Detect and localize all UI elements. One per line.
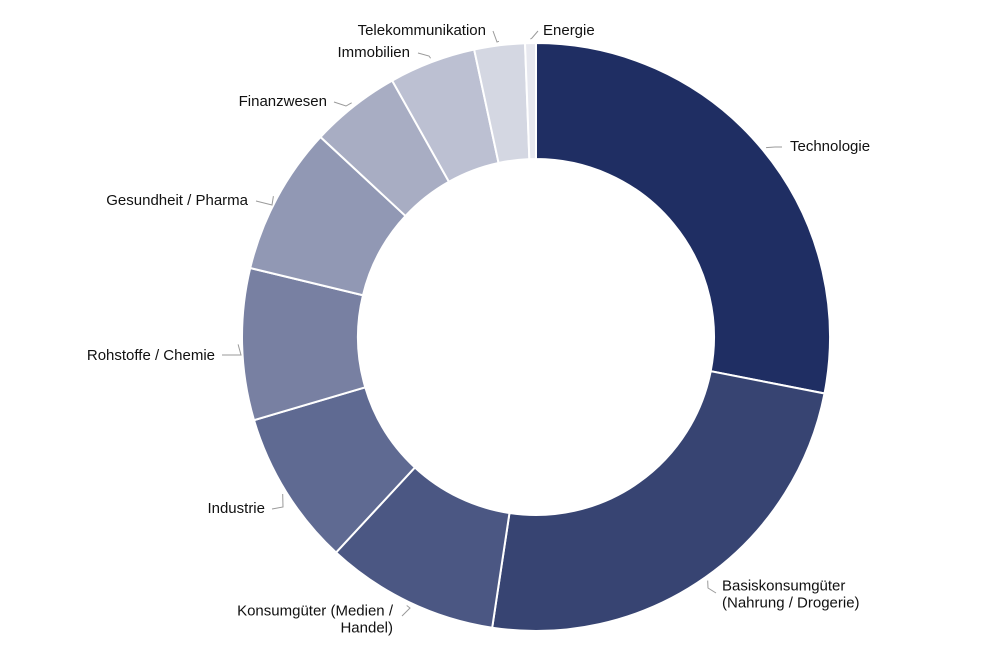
slice-technologie [535,41,831,395]
leader-basiskonsumg-ter-nahrung-drogerie [707,580,717,594]
leader-immobilien [417,52,432,59]
label-gesundheit-pharma: Gesundheit / Pharma [106,192,248,209]
label-telekommunikation: Telekommunikation [358,22,486,39]
label-technologie: Technologie [790,138,870,155]
label-basiskonsumg-ter-nahrung-drogerie: Basiskonsumgüter (Nahrung / Drogerie) [722,578,860,612]
leader-konsumg-ter-medien-handel [401,605,411,617]
leader-industrie [271,493,284,510]
leader-rohstoffe-chemie [222,344,242,356]
slice-basiskonsumg-ter-nahrung-drogerie [491,370,826,632]
label-immobilien: Immobilien [337,44,410,61]
label-leaders [222,30,782,617]
slice-energie [523,41,537,161]
leader-telekommunikation [492,30,500,43]
donut-slices [241,41,831,632]
label-energie: Energie [543,22,595,39]
label-konsumg-ter-medien-handel: Konsumgüter (Medien / Handel) [237,603,394,637]
slice-labels: Technologie Basiskonsumgüter (Nahrung / Dr… [87,22,870,637]
label-rohstoffe-chemie: Rohstoffe / Chemie [87,347,215,364]
label-industrie: Industrie [207,500,265,517]
leader-finanzwesen [333,101,352,107]
leader-energie [530,30,539,40]
label-finanzwesen: Finanzwesen [239,93,327,110]
leader-technologie [766,146,782,149]
leader-gesundheit-pharma [255,196,274,206]
